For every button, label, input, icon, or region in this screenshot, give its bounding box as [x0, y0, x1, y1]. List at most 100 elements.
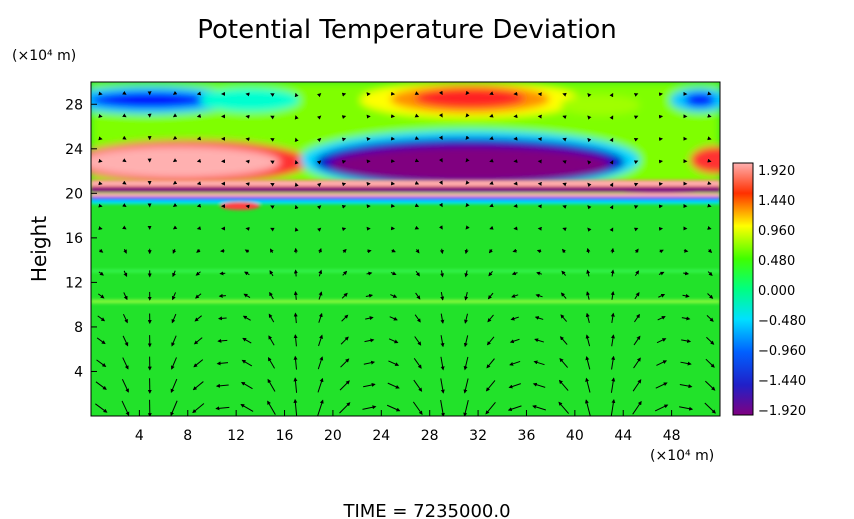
velocity-arrow [707, 271, 713, 276]
colorbar-label: 1.440 [758, 194, 795, 209]
velocity-arrow [391, 248, 396, 253]
velocity-arrow [509, 338, 520, 344]
velocity-arrow [196, 248, 201, 253]
velocity-arrow [512, 248, 517, 253]
velocity-arrow [655, 382, 668, 389]
velocity-arrow [293, 334, 298, 347]
velocity-arrow [558, 379, 569, 391]
velocity-arrow [244, 249, 250, 254]
velocity-arrow [536, 271, 543, 276]
velocity-arrow [216, 361, 229, 366]
velocity-arrow [387, 382, 400, 389]
velocity-arrow [464, 248, 469, 255]
y-axis-label: Height [27, 216, 51, 282]
velocity-arrow [440, 313, 445, 324]
velocity-arrow [122, 225, 127, 230]
velocity-arrow [610, 247, 615, 254]
velocity-arrow [318, 334, 323, 347]
velocity-arrow [532, 382, 546, 388]
velocity-arrow [363, 360, 376, 365]
velocity-arrow [683, 248, 689, 253]
velocity-arrow [679, 406, 694, 411]
velocity-arrow [316, 137, 322, 143]
velocity-arrow [215, 406, 230, 411]
velocity-arrow [585, 377, 591, 393]
velocity-arrow [586, 269, 591, 277]
velocity-arrow [268, 313, 275, 323]
velocity-arrow [243, 293, 251, 298]
colorbar: 1.920 1.440 0.960 0.480 0.000 −0.480 −0.960 −1.… [732, 162, 806, 419]
velocity-arrow [123, 270, 128, 277]
velocity-arrow [508, 383, 521, 389]
colorbar-label: −1.920 [758, 404, 806, 419]
velocity-arrow [293, 269, 298, 277]
velocity-arrow [318, 269, 323, 277]
x-unit-label: (×10⁴ m) [650, 448, 714, 464]
y-tick-label: 28 [65, 97, 83, 113]
velocity-arrow [559, 336, 568, 345]
velocity-arrow [122, 90, 127, 95]
velocity-arrow [412, 401, 423, 415]
velocity-arrow [440, 378, 445, 394]
velocity-arrow [316, 205, 322, 210]
colorbar-label: −1.440 [758, 374, 806, 389]
velocity-arrow [172, 270, 176, 278]
velocity-arrow [170, 378, 178, 393]
x-tick-label: 8 [183, 428, 192, 444]
velocity-arrow [658, 293, 666, 298]
velocity-arrow [705, 358, 715, 368]
x-tick-label: 32 [469, 428, 487, 444]
velocity-arrow [365, 316, 374, 321]
y-tick-label: 16 [65, 231, 83, 247]
velocity-arrow [122, 357, 129, 370]
chart-title: Potential Temperature Deviation [197, 15, 617, 45]
velocity-arrow [172, 90, 178, 95]
velocity-arrow [657, 316, 666, 321]
velocity-arrow [318, 248, 322, 254]
velocity-arrow [585, 334, 591, 347]
velocity-arrow [293, 312, 298, 324]
velocity-arrow [122, 113, 127, 118]
y-ticks: 4 8 12 16 20 24 28 [65, 97, 97, 380]
velocity-arrow [317, 399, 324, 416]
velocity-arrow [463, 356, 469, 371]
heatmap-field [91, 82, 720, 416]
x-tick-label: 16 [276, 428, 294, 444]
velocity-arrow [293, 290, 298, 300]
velocity-arrow [487, 292, 494, 300]
velocity-arrow [122, 158, 127, 163]
velocity-arrow [217, 338, 228, 343]
velocity-arrow [365, 293, 374, 298]
velocity-arrow [97, 315, 106, 322]
velocity-arrow [634, 292, 640, 300]
velocity-arrow [654, 404, 669, 412]
velocity-arrow [440, 356, 445, 371]
velocity-arrow [414, 336, 422, 346]
velocity-arrow [316, 182, 322, 187]
velocity-arrow [388, 360, 400, 366]
velocity-arrow [656, 338, 667, 344]
velocity-arrow [240, 404, 254, 412]
velocity-arrow [681, 339, 692, 343]
velocity-arrow [98, 248, 104, 253]
velocity-arrow [535, 293, 543, 298]
x-tick-label: 20 [324, 428, 342, 444]
velocity-arrow [98, 271, 104, 276]
velocity-arrow [534, 316, 544, 320]
x-tick-label: 12 [227, 428, 245, 444]
colorbar-label: 0.000 [758, 284, 795, 299]
velocity-arrow [611, 355, 616, 370]
velocity-arrow [464, 270, 469, 278]
velocity-arrow [317, 377, 324, 393]
velocity-arrow [534, 338, 545, 343]
x-tick-label: 48 [663, 428, 681, 444]
velocity-arrow [364, 338, 375, 343]
velocity-arrow [586, 247, 591, 254]
y-tick-label: 24 [65, 142, 83, 158]
x-tick-label: 28 [421, 428, 439, 444]
velocity-arrow [681, 316, 691, 321]
velocity-arrow [121, 379, 129, 393]
velocity-arrow [123, 248, 127, 254]
velocity-arrow [532, 405, 546, 411]
